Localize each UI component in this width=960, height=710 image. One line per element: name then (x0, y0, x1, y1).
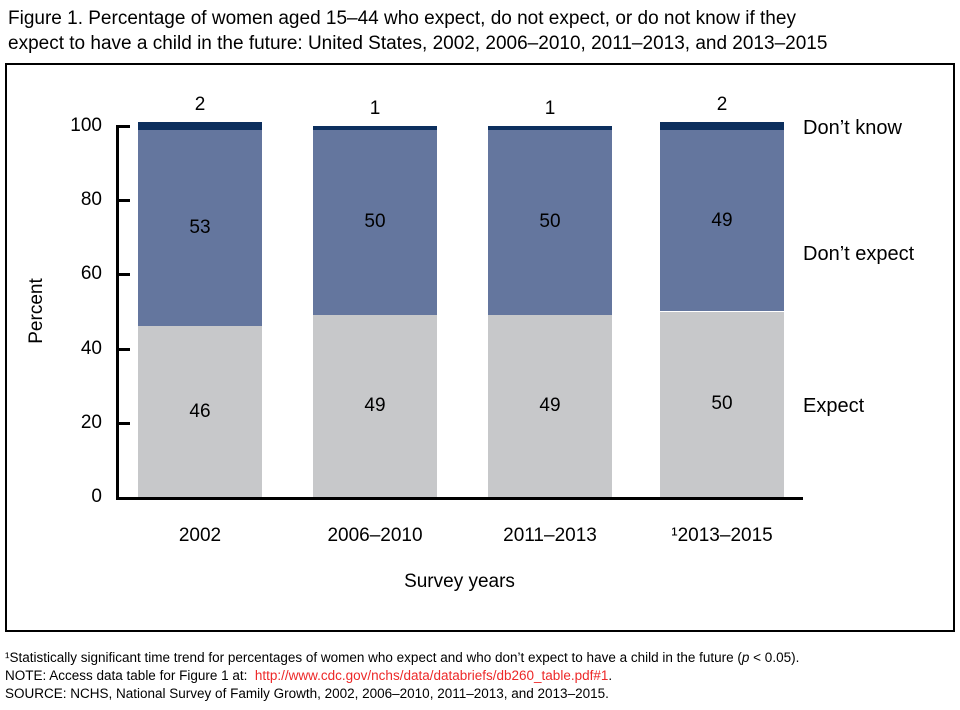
bar-segment-don-t-know (138, 122, 262, 130)
bar-value-expect: 49 (539, 395, 561, 417)
footnote-source: SOURCE: NCHS, National Survey of Family … (5, 686, 609, 701)
legend-label-don-t-know: Don’t know (803, 117, 902, 139)
y-tick-mark (116, 347, 130, 351)
bar-value-expect: 46 (189, 400, 211, 422)
footnote-p-italic: p (741, 650, 750, 665)
bar-segment-don-t-know (660, 122, 784, 130)
bar-value-expect: 50 (711, 393, 733, 415)
bar-segment-don-t-expect (313, 129, 437, 316)
legend-label-expect: Expect (803, 395, 865, 417)
bar-segment-expect (660, 311, 784, 497)
note-period: . (608, 668, 613, 683)
y-axis-line (116, 126, 119, 500)
footnote-significance-end: < 0.05). (749, 650, 800, 665)
footnotes: ¹Statistically significant time trend fo… (5, 649, 957, 703)
x-axis-title: Survey years (404, 571, 515, 592)
bar-segment-don-t-expect (138, 129, 262, 327)
y-tick-label: 40 (80, 337, 102, 359)
bar-segment-don-t-know (313, 126, 437, 130)
bar-segment-don-t-expect (660, 129, 784, 312)
bar-value-expect: 49 (364, 395, 386, 417)
x-category-label: ¹2013–2015 (671, 525, 773, 546)
y-axis-title: Percent (26, 278, 47, 344)
bar-value-don-t-know: 2 (716, 94, 728, 116)
x-category-label: 2006–2010 (327, 525, 423, 546)
bar-segment-expect (138, 326, 262, 497)
bar-segment-don-t-expect (488, 129, 612, 316)
bar-value-don-t-expect: 50 (539, 211, 561, 233)
y-tick-mark (116, 199, 130, 203)
y-tick-label: 100 (70, 115, 102, 136)
y-tick-mark (116, 421, 130, 425)
y-tick-label: 0 (91, 486, 102, 507)
x-category-label: 2002 (178, 525, 222, 546)
plot-area: Percent Survey years 0 20 40 60 80 100 46 53 2 20… (7, 65, 953, 630)
x-category-label: 2011–2013 (503, 525, 597, 546)
bar-value-don-t-expect: 50 (364, 211, 386, 233)
bar-value-don-t-expect: 53 (189, 217, 211, 239)
y-tick-mark (116, 273, 130, 277)
footnote-significance-text: ¹Statistically significant time trend fo… (5, 650, 742, 665)
legend-label-don-t-expect: Don’t expect (803, 243, 915, 265)
figure-title-line-2: expect to have a child in the future: Un… (8, 33, 828, 54)
figure-title-line-1: Figure 1. Percentage of women aged 15–44… (8, 8, 796, 29)
y-tick-mark (116, 125, 130, 128)
y-tick-label: 20 (80, 411, 102, 433)
bar-value-don-t-expect: 49 (711, 209, 733, 231)
bar-segment-expect (313, 315, 437, 497)
figure-title: Figure 1. Percentage of women aged 15–44… (8, 6, 956, 56)
bar-value-don-t-know: 1 (544, 98, 556, 119)
x-axis-line (116, 497, 803, 500)
footnote-note: NOTE: Access data table for Figure 1 at:… (5, 667, 957, 685)
data-table-link[interactable]: http://www.cdc.gov/nchs/data/databriefs/… (254, 668, 609, 683)
bar-segment-don-t-know (488, 126, 612, 130)
y-tick-label: 60 (80, 263, 102, 285)
note-label: NOTE: Access data table for Figure 1 at: (5, 668, 255, 683)
bar-value-don-t-know: 2 (194, 94, 206, 116)
bar-segment-expect (488, 315, 612, 497)
footnote-significance: ¹Statistically significant time trend fo… (5, 649, 957, 667)
chart-frame: Percent Survey years 0 20 40 60 80 100 46 53 2 20… (5, 63, 955, 632)
y-tick-label: 80 (80, 189, 102, 211)
bar-value-don-t-know: 1 (369, 98, 381, 119)
